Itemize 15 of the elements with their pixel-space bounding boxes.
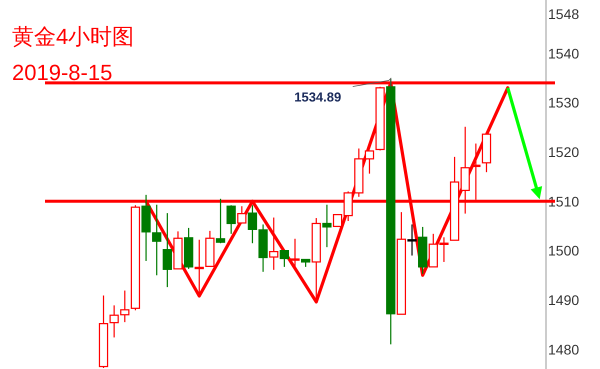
text: 黄金4小时图	[12, 24, 134, 49]
candlestick	[418, 226, 428, 274]
y-tick-label: 1480	[548, 341, 580, 358]
candlestick	[162, 212, 172, 288]
text: 2019-8-15	[12, 60, 112, 85]
y-tick-label: 1548	[548, 6, 580, 22]
y-tick-label: 1540	[548, 45, 580, 62]
y-tick-label: 1520	[548, 144, 580, 160]
y-tick-label: 1490	[548, 292, 580, 308]
y-tick-label: 1530	[548, 94, 580, 111]
annotation: 1534.89	[294, 89, 342, 104]
candlestick	[322, 204, 332, 248]
y-tick-label: 1510	[548, 193, 580, 210]
candlestick	[269, 216, 278, 270]
y-tick-label: 1500	[548, 242, 580, 259]
